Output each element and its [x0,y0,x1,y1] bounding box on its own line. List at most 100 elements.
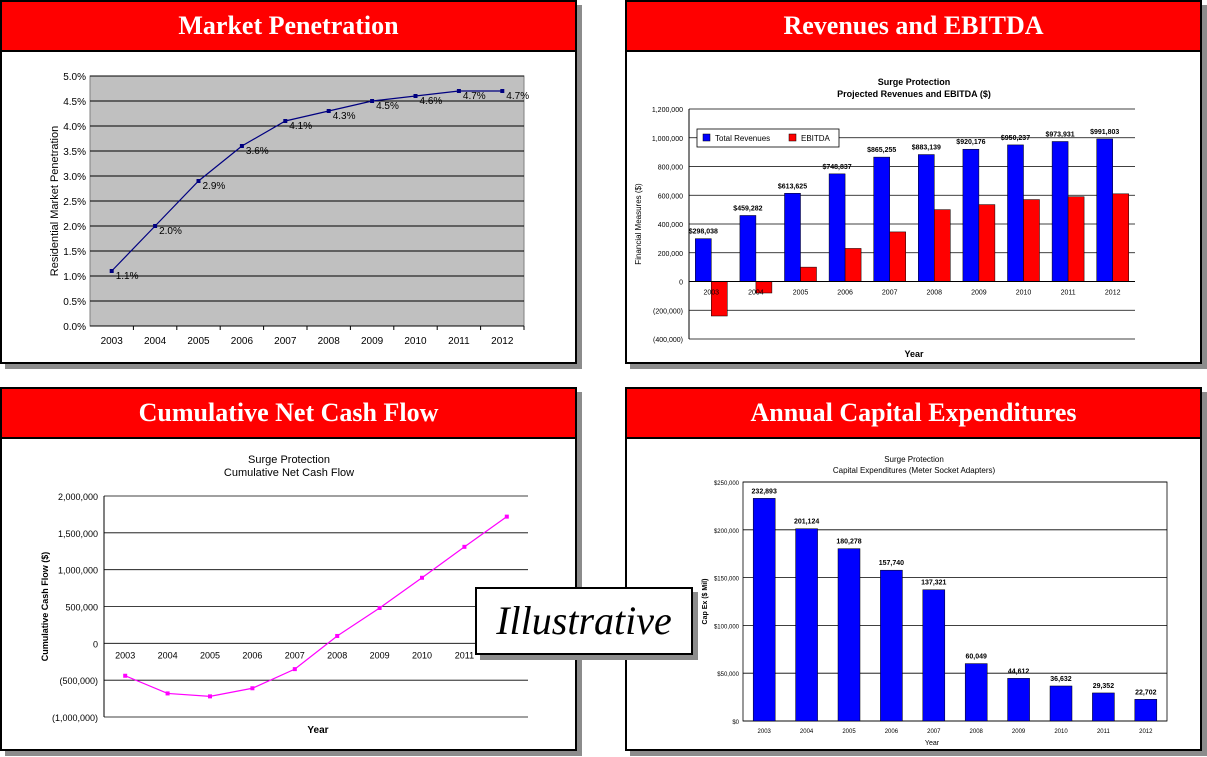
data-label: 3.6% [246,146,269,157]
legend-swatch-revenues [702,133,711,142]
y-tick-label: 800,000 [658,165,683,172]
data-point [326,109,331,113]
x-tick-label: 2005 [793,290,809,297]
data-label: 4.7% [463,91,486,102]
capex-bar [1134,699,1158,722]
y-tick-label: 4.5% [63,97,86,108]
data-point [250,686,255,691]
y-tick-label: (200,000) [653,308,683,315]
y-tick-label: 3.0% [63,172,86,183]
capex-panel: Annual Capital Expenditures Surge Protec… [625,387,1202,751]
revenue-bar [1007,144,1024,282]
y-tick-label: $250,000 [714,481,740,487]
x-tick-label: 2011 [448,336,470,347]
y-tick-label: (1,000,000) [52,713,98,723]
x-tick-label: 2012 [497,650,517,660]
x-tick-label: 2005 [187,336,210,347]
capex-bar [922,589,946,722]
revenue-bar [918,154,935,282]
x-tick-label: 2005 [842,729,856,735]
x-tick-label: 2007 [274,336,297,347]
x-tick-label: 2010 [412,650,432,660]
x-tick-label: 2006 [885,729,899,735]
data-point [109,269,114,273]
market-penetration-header: Market Penetration [2,2,575,52]
y-tick-label: $200,000 [714,529,740,535]
data-label: 36,632 [1050,676,1072,683]
chart-title: Surge Protection [248,454,330,466]
capex-bar [880,569,903,722]
y-tick-label: 1,200,000 [652,107,683,114]
revenue-bar [695,238,712,282]
market-penetration-panel: Market Penetration 0.0% 0.5% 1.0% 1.5% 2.0% 2… [0,0,577,364]
y-tick-label: $0 [732,720,739,726]
revenue-data-label: $865,255 [867,147,896,154]
y-tick-label: 5.0% [63,72,86,83]
revenue-data-label: $613,625 [778,183,807,190]
ebitda-bar [1112,193,1129,282]
x-tick-label: 2009 [1012,729,1026,735]
data-label: 4.5% [376,101,399,112]
y-axis-label: Financial Measures ($) [634,183,643,265]
ebitda-bar [1067,196,1085,282]
data-label: 1.1% [116,271,139,282]
revenue-bar [784,193,801,282]
revenue-data-label: $950,237 [1001,135,1030,142]
market-penetration-chart: 0.0% 0.5% 1.0% 1.5% 2.0% 2.5% 3.0% 3.5% 4.0% 4.5%… [49,72,529,347]
revenue-data-label: $991,803 [1090,129,1119,136]
penetration-line [111,90,503,272]
ebitda-bar [1023,199,1040,282]
x-axis-label: Year [904,349,924,359]
x-tick-label: 2007 [882,290,898,297]
x-tick-label: 2009 [370,650,390,660]
y-tick-label: $50,000 [717,672,739,678]
capex-bar [964,663,988,722]
y-tick-label: $150,000 [714,577,740,583]
y-axis-label: Residential Market Penetration [49,126,61,276]
y-axis-label: Cap Ex ($ Mil) [702,579,709,625]
legend-label-revenues: Total Revenues [715,134,770,143]
data-point [462,544,467,549]
revenues-ebitda-header: Revenues and EBITDA [627,2,1200,52]
x-tick-label: 2010 [1054,729,1068,735]
data-point [165,691,170,696]
x-tick-label: 2006 [242,650,262,660]
illustrative-badge: Illustrative [475,587,693,655]
capex-bar [795,528,818,722]
y-tick-label: 3.5% [63,147,86,158]
revenue-data-label: $748,837 [822,164,851,171]
revenue-bar [1096,138,1113,282]
y-tick-label: 0 [93,639,98,649]
capex-bar [837,548,861,722]
x-tick-label: 2010 [1016,290,1032,297]
ebitda-bar [800,266,817,282]
x-tick-label: 2003 [758,729,772,735]
y-tick-label: 2.0% [63,222,86,233]
revenue-bar [828,173,846,282]
data-label: 4.7% [506,91,529,102]
data-point [196,179,201,183]
revenue-bar [739,215,757,282]
data-label: 180,278 [836,539,861,546]
x-tick-label: 2008 [927,290,943,297]
revenue-data-label: $973,931 [1045,131,1074,138]
y-tick-label: 1,000,000 [652,136,683,143]
data-point [377,605,382,610]
x-axis-label: Year [925,740,940,747]
x-tick-label: 2007 [285,650,305,660]
capex-bar [1007,678,1030,722]
data-label: 232,893 [752,488,777,495]
y-tick-label: 4.0% [63,122,86,133]
ebitda-bar [711,281,728,317]
chart-subtitle: Capital Expenditures (Meter Socket Adapt… [833,466,996,475]
y-tick-label: 400,000 [658,222,683,229]
legend-label-ebitda: EBITDA [801,134,831,143]
y-tick-label: 1.0% [63,272,86,283]
x-tick-label: 2012 [1105,290,1121,297]
data-point [208,694,212,699]
x-tick-label: 2009 [971,290,987,297]
cash-flow-line [124,516,508,697]
data-label: 4.6% [420,96,443,107]
legend-box [696,128,840,148]
data-point [283,119,288,123]
